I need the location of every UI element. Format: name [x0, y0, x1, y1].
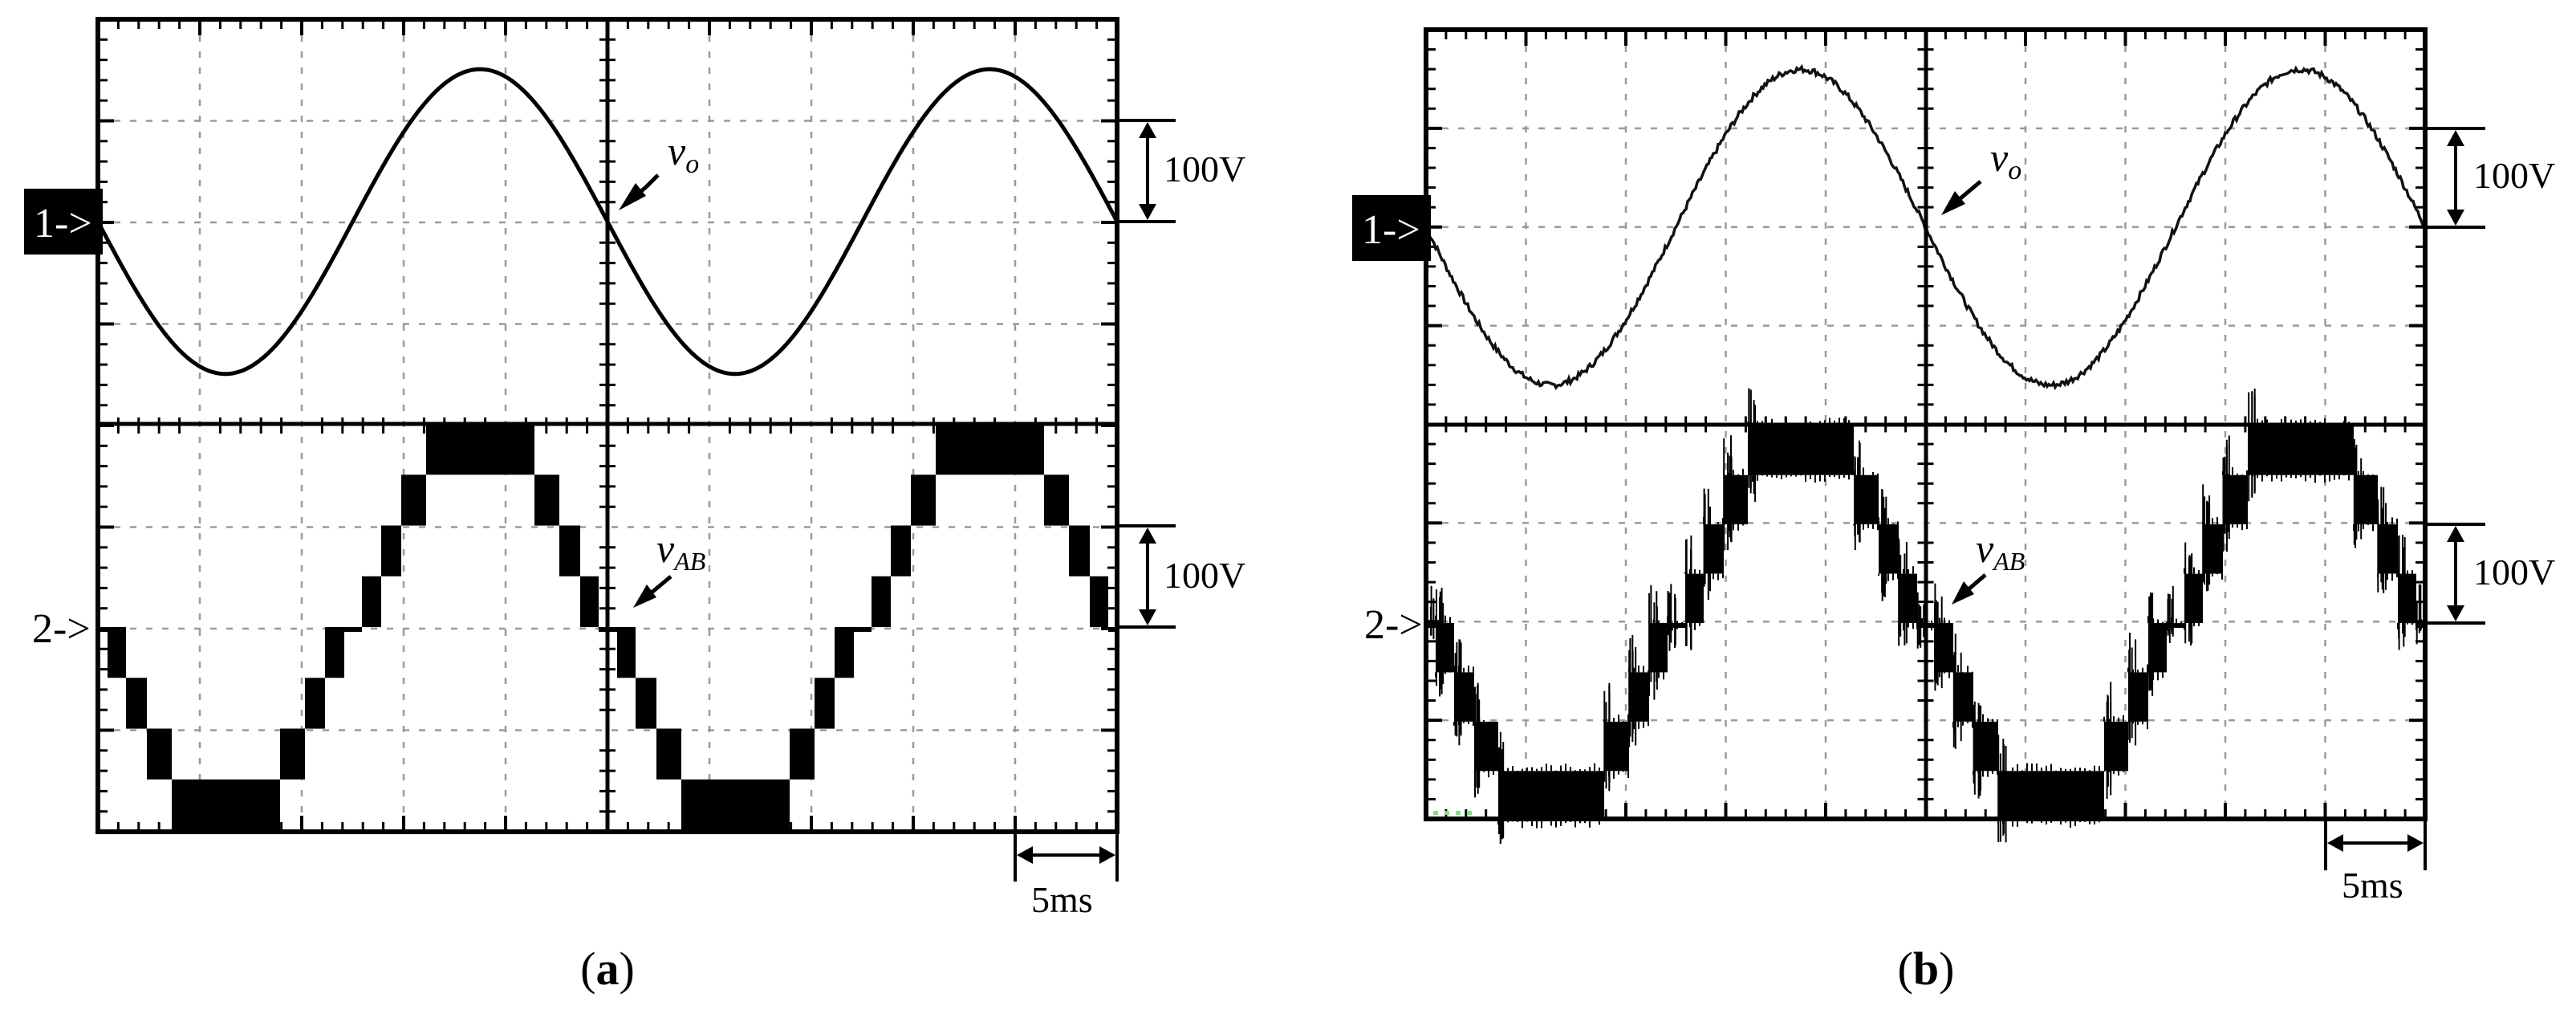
panel-b: 1-> 2-> vo vAB 100V 100V: [1352, 27, 2555, 995]
ch2-scale-label-a: 100V: [1164, 555, 1245, 596]
staircase-band: [1899, 573, 1917, 623]
ch2-scale-bar-a: [1117, 524, 1176, 629]
staircase-band: [1685, 573, 1704, 623]
staircase-band: [2398, 573, 2416, 623]
staircase-band: [1998, 771, 2104, 821]
vab-arrow-b: [1952, 573, 1987, 605]
staircase-band: [1108, 627, 1117, 632]
staircase-band: [98, 627, 108, 632]
staircase-band: [815, 678, 835, 729]
staircase-band: [305, 678, 325, 729]
staircase-band: [2354, 474, 2378, 525]
ch2-scale-label-b: 100V: [2473, 552, 2555, 593]
staircase-band: [559, 525, 580, 576]
vo-arrow-a: [619, 173, 660, 210]
staircase-band: [1604, 721, 1629, 772]
ch1-marker-text-a: 1->: [34, 201, 92, 246]
vo-arrow-b: [1941, 180, 1982, 215]
vo-label-a: vo: [668, 128, 699, 179]
staircase-band: [656, 728, 681, 780]
staircase-band: [1069, 525, 1090, 576]
staircase-band: [1436, 623, 1454, 673]
staircase-band: [2248, 426, 2354, 475]
staircase-band: [1935, 623, 1953, 673]
staircase-band: [1704, 524, 1724, 574]
staircase-band: [636, 678, 656, 729]
staircase-band: [325, 627, 344, 678]
staircase-band: [911, 474, 936, 526]
staircase-band: [872, 576, 891, 628]
staircase-band: [426, 424, 534, 475]
staircase-band: [2184, 573, 2203, 623]
staircase-band: [1973, 721, 1998, 772]
staircase-band: [381, 525, 401, 576]
staircase-band: [1649, 623, 1668, 673]
staircase-band: [126, 678, 147, 729]
time-scale-label-b: 5ms: [2342, 865, 2403, 906]
ch2-marker-a: 2->: [32, 606, 91, 652]
staircase-band: [362, 576, 381, 628]
staircase-band: [617, 627, 636, 678]
time-scale-bar-a: [1014, 832, 1119, 882]
staircase-band: [147, 728, 172, 780]
staircase-band: [681, 779, 790, 831]
ch2-marker-b: 2->: [1364, 602, 1423, 648]
ch1-scale-bar-b: [2425, 127, 2485, 229]
staircase-band: [108, 627, 126, 678]
staircase-band: [936, 424, 1044, 475]
staircase-band: [2203, 524, 2223, 574]
ch2-scale-bar-b: [2425, 523, 2485, 625]
time-scale-bar-b: [2324, 819, 2427, 870]
ch1-marker-text-b: 1->: [1362, 207, 1420, 253]
staircase-band: [790, 728, 815, 780]
ch1-scale-label-b: 100V: [2473, 155, 2555, 196]
staircase-band: [1044, 474, 1069, 526]
vab-label-a: vAB: [656, 526, 705, 576]
staircase-band: [854, 627, 872, 632]
staircase-band: [344, 627, 362, 632]
caption-a: (a): [580, 943, 635, 995]
staircase-band: [891, 525, 911, 576]
vab-arrow-a: [633, 575, 672, 608]
vab-staircase-b: [1425, 388, 2425, 844]
ch1-marker-a: 1->: [24, 189, 103, 255]
vab-staircase-a: [98, 424, 1117, 831]
staircase-band: [835, 627, 854, 678]
staircase-band: [1953, 672, 1973, 722]
staircase-band: [1748, 426, 1854, 475]
ch1-marker-b: 1->: [1352, 195, 1431, 261]
caption-b: (b): [1898, 943, 1955, 995]
staircase-band: [580, 576, 599, 628]
staircase-band: [1498, 771, 1604, 821]
ch1-scale-label-a: 100V: [1164, 149, 1245, 189]
staircase-band: [1090, 576, 1108, 628]
vab-label-b: vAB: [1976, 526, 2025, 576]
staircase-band: [280, 728, 305, 780]
staircase-band: [401, 474, 426, 526]
vo-label-b: vo: [1990, 135, 2021, 185]
panel-a: 1-> 2-> vo vAB 100V: [24, 17, 1245, 995]
staircase-band: [534, 474, 559, 526]
status-dots-b: [1433, 811, 1472, 815]
staircase-band: [172, 779, 280, 831]
staircase-band: [2167, 623, 2184, 628]
time-scale-label-a: 5ms: [1031, 879, 1093, 920]
ch1-scale-bar-a: [1117, 119, 1176, 223]
